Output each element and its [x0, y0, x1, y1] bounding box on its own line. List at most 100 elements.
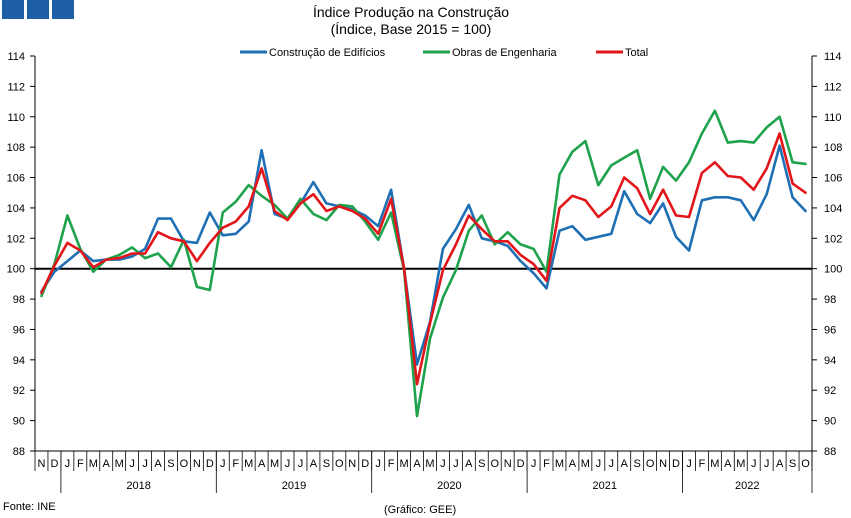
month-label: J: [686, 458, 692, 470]
y-tick-label-right: 96: [824, 324, 836, 336]
y-tick-label-left: 106: [7, 173, 25, 185]
month-label: J: [285, 458, 291, 470]
month-label: F: [699, 458, 706, 470]
series-line-total: [40, 132, 807, 386]
month-label: F: [77, 458, 84, 470]
month-label: M: [244, 458, 253, 470]
y-tick-label-left: 102: [7, 233, 25, 245]
y-tick-label-right: 114: [824, 51, 842, 63]
year-label: 2018: [126, 480, 150, 492]
month-label: S: [478, 458, 485, 470]
month-label: M: [89, 458, 98, 470]
month-label: S: [167, 458, 174, 470]
month-label: O: [646, 458, 655, 470]
month-label: N: [37, 458, 45, 470]
month-label: J: [764, 458, 770, 470]
month-label: M: [399, 458, 408, 470]
month-label: J: [596, 458, 602, 470]
month-label: J: [220, 458, 226, 470]
month-label: A: [776, 458, 784, 470]
y-tick-label-right: 90: [824, 416, 836, 428]
chart-credit: (Gráfico: GEE): [384, 504, 456, 516]
month-label: A: [569, 458, 577, 470]
month-label: O: [801, 458, 810, 470]
month-label: J: [751, 458, 757, 470]
month-label: J: [129, 458, 135, 470]
logo: [2, 0, 74, 19]
month-label: M: [270, 458, 279, 470]
y-tick-label-right: 108: [824, 142, 842, 154]
month-label: F: [543, 458, 550, 470]
year-labels: 2018 2019 2020 2021 2022: [60, 451, 813, 493]
month-label: M: [710, 458, 719, 470]
y-tick-label-right: 102: [824, 233, 842, 245]
month-label: N: [348, 458, 356, 470]
month-label: D: [672, 458, 680, 470]
legend-label-engenharia: Obras de Engenharia: [452, 47, 557, 59]
month-label: N: [504, 458, 512, 470]
month-label: J: [440, 458, 446, 470]
y-tick-label-right: 98: [824, 294, 836, 306]
year-label: 2022: [735, 480, 759, 492]
year-label: 2021: [593, 480, 617, 492]
year-label: 2019: [282, 480, 306, 492]
y-tick-label-left: 112: [7, 81, 25, 93]
y-tick-label-right: 104: [824, 203, 842, 215]
y-tick-label-right: 94: [824, 355, 836, 367]
month-label: O: [490, 458, 499, 470]
month-label: J: [609, 458, 615, 470]
y-tick-label-right: 92: [824, 385, 836, 397]
month-label: J: [298, 458, 304, 470]
month-label: A: [310, 458, 318, 470]
logo-square-1: [2, 0, 24, 19]
month-label: A: [258, 458, 266, 470]
series-line-edificios: [40, 144, 807, 366]
y-tick-label-left: 104: [7, 203, 25, 215]
month-label: S: [789, 458, 796, 470]
month-label: A: [724, 458, 732, 470]
right-tick-labels: 88 90 92 94 96 98 100 102 104 106 108 110 112 114: [812, 51, 842, 458]
month-label: A: [621, 458, 629, 470]
series-line-engenharia: [40, 109, 807, 418]
month-label: M: [736, 458, 745, 470]
month-label: J: [531, 458, 537, 470]
month-label: M: [115, 458, 124, 470]
month-label: D: [517, 458, 525, 470]
month-label: O: [335, 458, 344, 470]
month-label: N: [193, 458, 201, 470]
month-label: N: [659, 458, 667, 470]
month-label: F: [232, 458, 239, 470]
month-label: A: [465, 458, 473, 470]
y-tick-label-right: 106: [824, 173, 842, 185]
legend: Construção de Edifícios Obras de Engenha…: [240, 47, 648, 59]
month-label: J: [375, 458, 381, 470]
month-label: O: [180, 458, 189, 470]
y-tick-label-left: 94: [13, 355, 25, 367]
y-tick-label-left: 98: [13, 294, 25, 306]
month-label: M: [581, 458, 590, 470]
logo-square-2: [27, 0, 49, 19]
month-label: M: [425, 458, 434, 470]
month-label: A: [413, 458, 421, 470]
chart-title: Índice Produção na Construção: [313, 4, 509, 20]
month-label: M: [555, 458, 564, 470]
y-tick-label-right: 88: [824, 446, 836, 458]
y-tick-label-left: 114: [7, 51, 25, 63]
source-note: Fonte: INE: [3, 501, 56, 513]
month-label: S: [634, 458, 641, 470]
month-label: A: [154, 458, 162, 470]
left-tick-labels: 88 90 92 94 96 98 100 102 104 106 108 110 112 114: [7, 51, 35, 458]
month-label: F: [388, 458, 395, 470]
logo-square-3: [52, 0, 74, 19]
month-label: A: [103, 458, 111, 470]
month-label: J: [453, 458, 459, 470]
y-tick-label-left: 100: [7, 264, 25, 276]
month-label: D: [50, 458, 58, 470]
month-label: D: [361, 458, 369, 470]
legend-label-edificios: Construção de Edifícios: [269, 47, 386, 59]
month-label: J: [142, 458, 148, 470]
year-label: 2020: [437, 480, 461, 492]
y-tick-label-right: 110: [824, 112, 842, 124]
